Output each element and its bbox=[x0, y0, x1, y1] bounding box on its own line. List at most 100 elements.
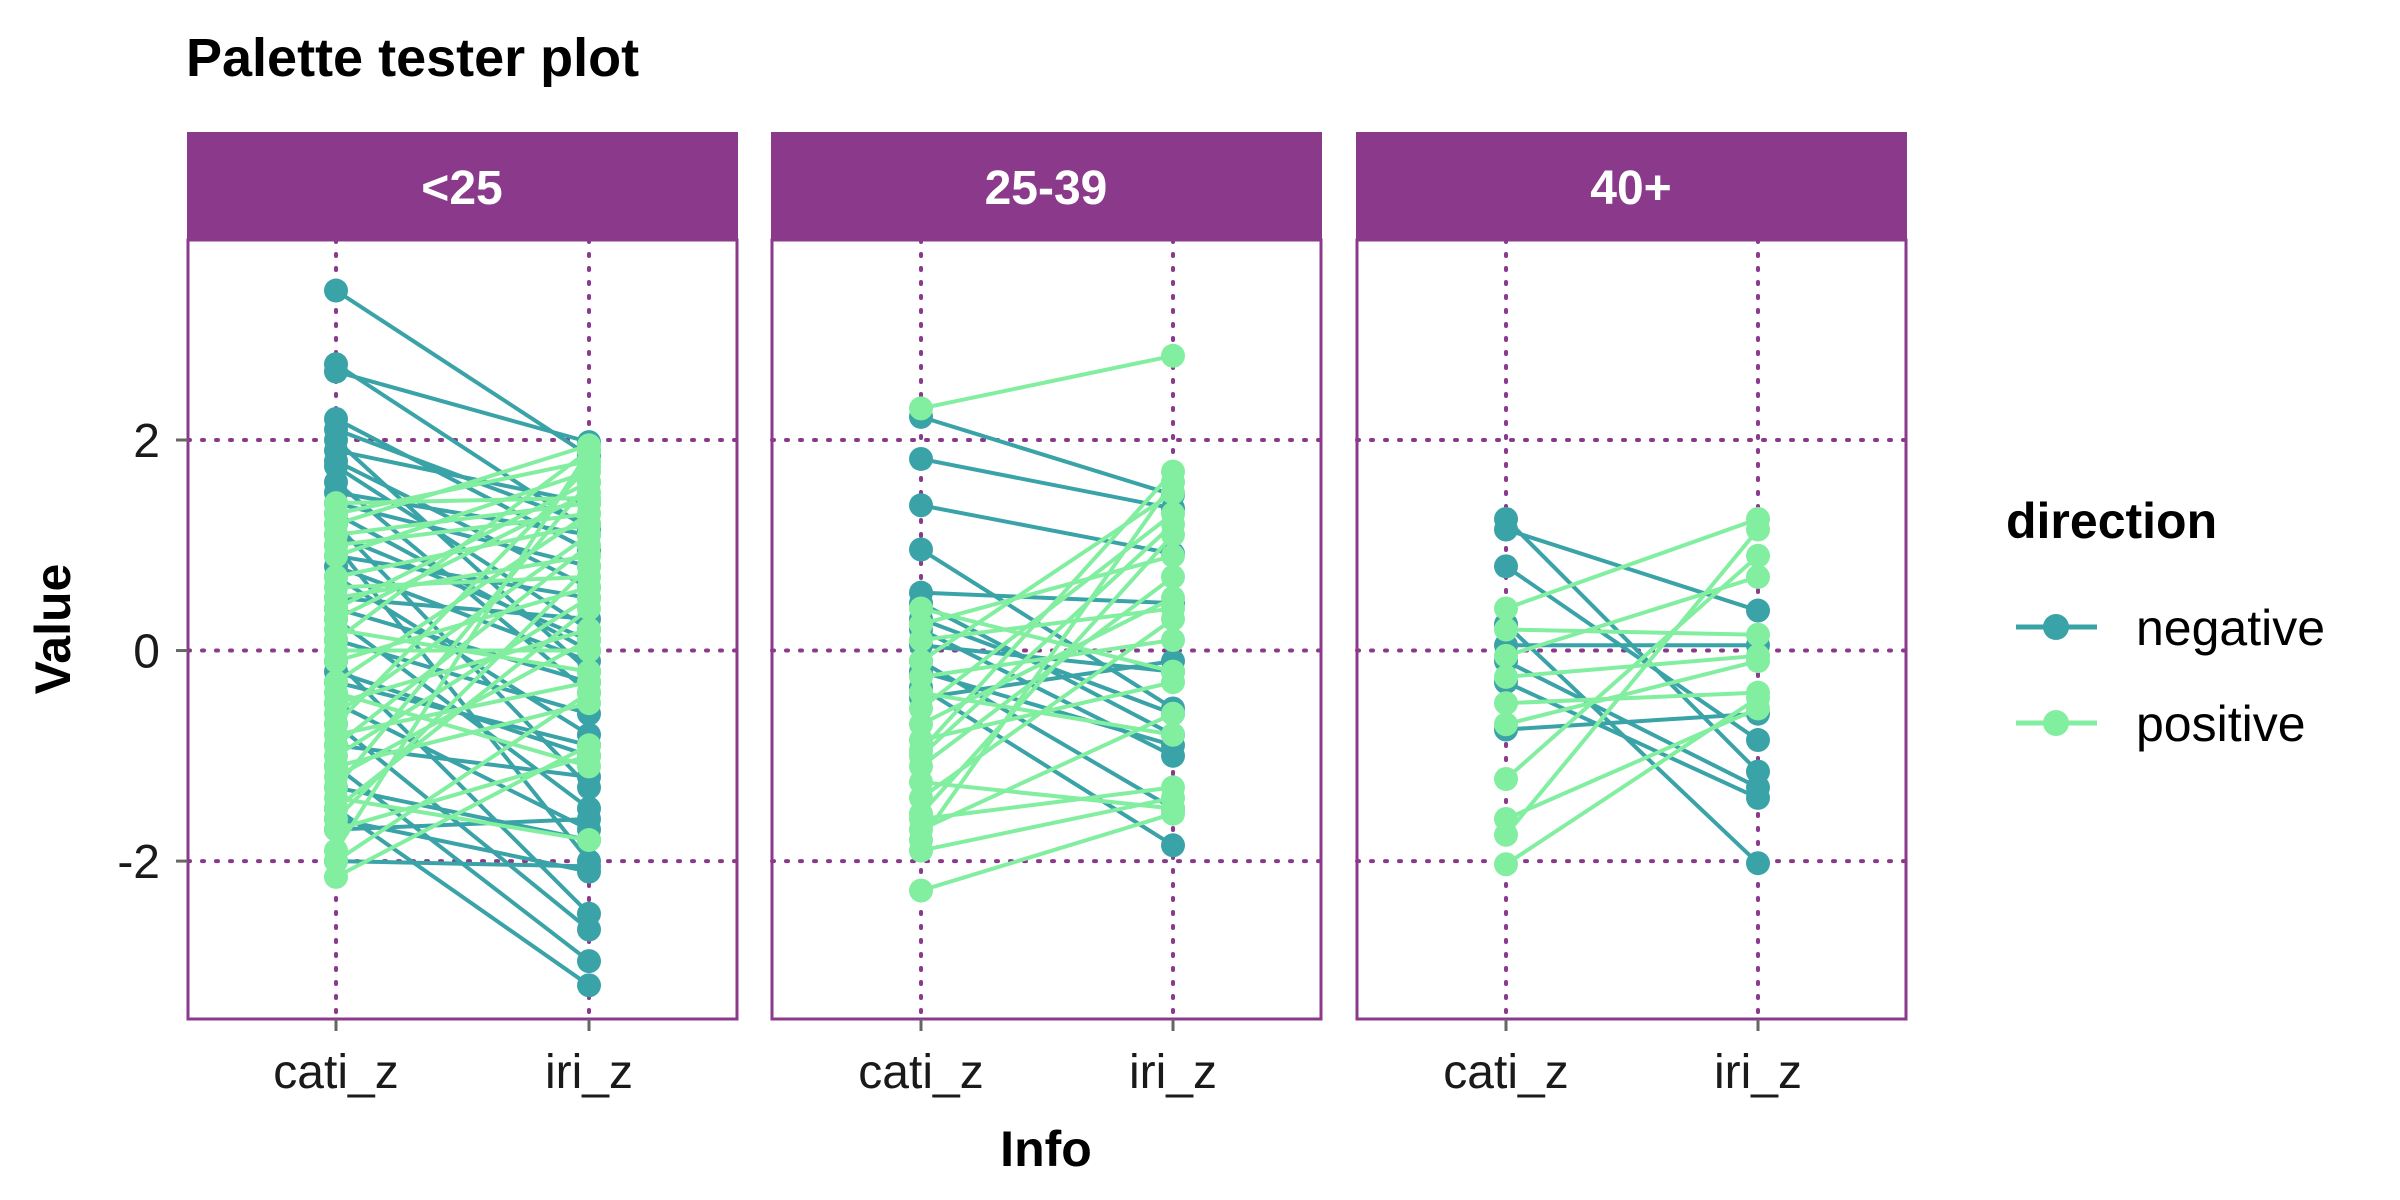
data-point-positive bbox=[909, 806, 933, 831]
data-point-positive bbox=[1161, 480, 1185, 505]
data-point-positive bbox=[1494, 766, 1518, 791]
data-point-negative bbox=[909, 446, 933, 471]
data-point-positive bbox=[1161, 796, 1185, 821]
data-point-positive bbox=[324, 743, 348, 768]
data-point-positive bbox=[1161, 596, 1185, 621]
x-tick-label-iri: iri_z bbox=[545, 1046, 633, 1099]
series-line-negative bbox=[335, 448, 590, 506]
data-point-positive bbox=[1746, 685, 1770, 710]
data-point-positive bbox=[324, 491, 348, 516]
series-line-negative bbox=[920, 601, 1174, 737]
data-point-positive bbox=[1746, 517, 1770, 542]
data-point-positive bbox=[909, 596, 933, 621]
series-line-positive bbox=[920, 785, 1174, 821]
data-point-positive bbox=[324, 701, 348, 726]
series-line-positive bbox=[919, 617, 1175, 800]
x-axis-title: Info bbox=[1000, 1121, 1092, 1177]
series-line-negative bbox=[1504, 622, 1760, 865]
data-point-positive bbox=[577, 754, 601, 779]
data-point-negative bbox=[1746, 598, 1770, 623]
facet-data-marks bbox=[909, 343, 1185, 903]
series-line-negative bbox=[335, 564, 590, 663]
facet-strip-label: 40+ bbox=[1590, 162, 1671, 215]
series-line-positive bbox=[1505, 517, 1759, 611]
data-point-negative bbox=[577, 949, 601, 974]
series-line-positive bbox=[920, 596, 1174, 727]
data-point-positive bbox=[577, 470, 601, 495]
series-line-positive bbox=[335, 627, 590, 674]
series-line-positive bbox=[335, 690, 590, 769]
series-line-negative bbox=[919, 685, 1175, 847]
data-point-positive bbox=[1494, 617, 1518, 642]
data-point-positive bbox=[324, 722, 348, 747]
series-line-positive bbox=[335, 522, 590, 579]
series-line-negative bbox=[920, 414, 1174, 497]
data-point-positive bbox=[577, 828, 601, 853]
data-point-negative bbox=[577, 973, 601, 998]
data-point-positive bbox=[909, 878, 933, 903]
series-line-positive bbox=[335, 459, 590, 516]
series-line-positive bbox=[919, 522, 1175, 758]
data-point-positive bbox=[909, 396, 933, 421]
data-point-positive bbox=[1161, 543, 1185, 568]
data-point-positive bbox=[577, 659, 601, 684]
series-line-positive bbox=[1505, 627, 1759, 637]
data-point-positive bbox=[1494, 664, 1518, 689]
facet-strip-label: <25 bbox=[421, 162, 502, 215]
x-tick-label-cati: cati_z bbox=[1443, 1046, 1568, 1099]
data-point-positive bbox=[577, 522, 601, 547]
series-line-positive bbox=[334, 512, 591, 684]
series-line-positive bbox=[920, 690, 1174, 737]
series-line-positive bbox=[919, 512, 1175, 711]
data-point-positive bbox=[324, 617, 348, 642]
series-line-positive bbox=[920, 606, 1174, 643]
data-point-negative bbox=[577, 859, 601, 884]
series-line-negative bbox=[335, 501, 590, 569]
data-point-positive bbox=[324, 533, 348, 558]
legend-label-negative: negative bbox=[2136, 600, 2325, 656]
data-point-negative bbox=[324, 359, 348, 384]
legend: direction negative positive bbox=[2006, 493, 2325, 752]
data-point-positive bbox=[324, 764, 348, 789]
x-tick-label-iri: iri_z bbox=[1714, 1046, 1802, 1099]
legend-entry-positive: positive bbox=[2016, 696, 2306, 752]
facet-strip-label: 25-39 bbox=[985, 162, 1108, 215]
series-line-positive bbox=[919, 575, 1175, 768]
legend-key-point bbox=[2043, 614, 2069, 640]
series-line-positive bbox=[1504, 696, 1760, 866]
series-line-negative bbox=[334, 288, 591, 458]
series-line-positive bbox=[334, 596, 591, 758]
series-line-positive bbox=[920, 638, 1174, 679]
series-line-positive bbox=[920, 795, 1174, 853]
data-point-negative bbox=[1494, 554, 1518, 579]
data-point-positive bbox=[1161, 628, 1185, 653]
data-point-positive bbox=[324, 596, 348, 621]
data-point-positive bbox=[1161, 459, 1185, 484]
series-line-negative bbox=[1505, 527, 1759, 613]
series-line-positive bbox=[335, 753, 590, 832]
series-line-negative bbox=[920, 659, 1174, 700]
data-point-positive bbox=[577, 501, 601, 526]
series-line-positive bbox=[335, 627, 590, 706]
facet-panel-40-plus: 40+ cati_z iri_z bbox=[1355, 132, 1908, 1099]
facet-panel-border bbox=[770, 238, 1323, 1021]
data-point-positive bbox=[1494, 643, 1518, 668]
y-tick-label: 2 bbox=[133, 415, 160, 468]
series-line-negative bbox=[335, 369, 590, 445]
data-point-negative bbox=[909, 493, 933, 518]
data-point-positive bbox=[324, 785, 348, 810]
facet-gridlines bbox=[770, 238, 1323, 1031]
series-line-positive bbox=[1505, 690, 1759, 706]
facet-strip-background bbox=[187, 132, 738, 240]
data-point-positive bbox=[1161, 659, 1185, 684]
data-point-positive bbox=[1161, 512, 1185, 537]
facet-panel-under-25: <25 cati_z iri_z bbox=[186, 132, 739, 1099]
series-line-positive bbox=[335, 511, 590, 548]
facet-gridlines bbox=[1355, 238, 1908, 1031]
facet-panel-25-39: 25-39 cati_z iri_z bbox=[770, 132, 1323, 1099]
data-point-negative bbox=[1746, 785, 1770, 810]
series-line-positive bbox=[920, 353, 1174, 411]
series-line-negative bbox=[335, 859, 590, 869]
data-point-positive bbox=[1746, 564, 1770, 589]
